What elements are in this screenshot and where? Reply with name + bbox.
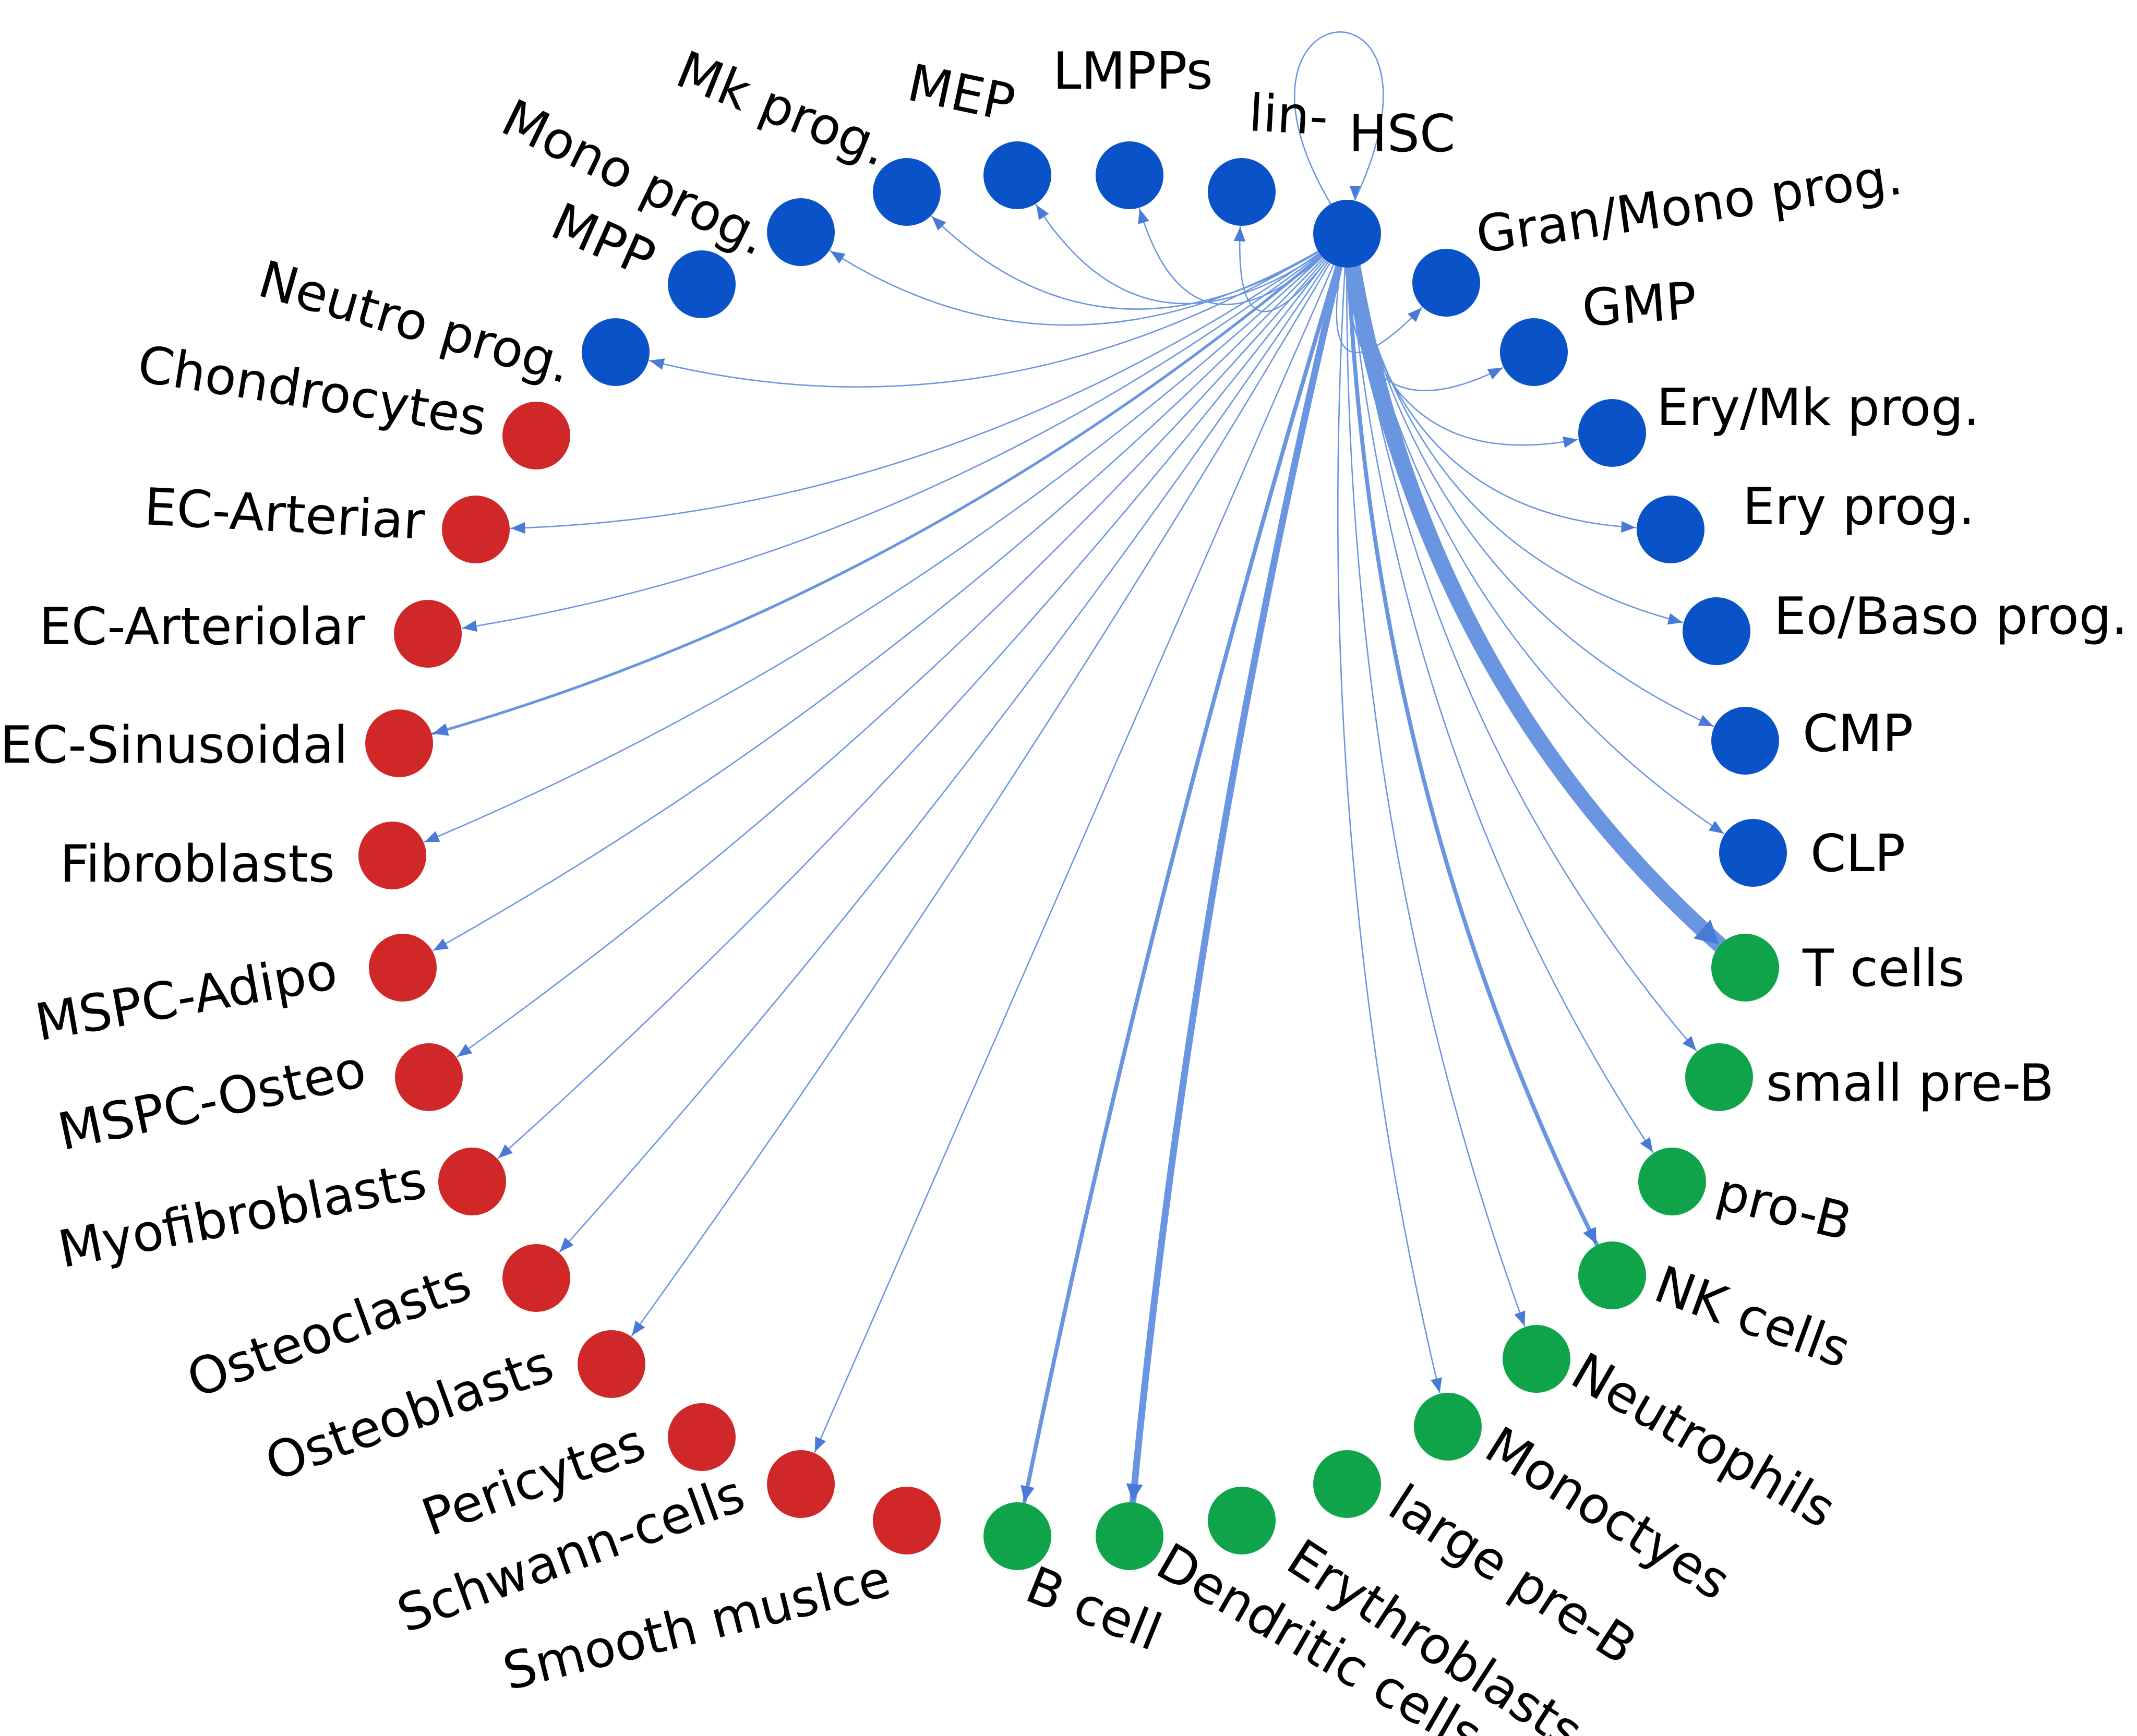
node-b-cell [983, 1502, 1051, 1570]
node-erythroblasts [1208, 1487, 1276, 1554]
label-t-cells: T cells [1802, 939, 1965, 998]
edge-hsc-to-dendritic [1126, 230, 1351, 1505]
node-lin [1208, 158, 1276, 226]
label-lmpps: LMPPs [1053, 42, 1213, 101]
node-mspc-adipo [369, 934, 437, 1002]
label-fibroblasts: Fibroblasts [60, 835, 335, 894]
label-ery-prog: Ery prog. [1743, 477, 1975, 537]
edge-hsc-to-tcells [1339, 225, 1727, 953]
node-osteoclasts [502, 1244, 570, 1312]
edge-hsc-to-monocytes [1337, 233, 1442, 1394]
edge-hsc-to-mspcadipo [433, 233, 1348, 951]
node-hsc [1313, 200, 1381, 268]
node-neutrophils [1503, 1325, 1570, 1393]
node-mspc-osteo [395, 1043, 463, 1111]
node-pericytes [668, 1403, 736, 1471]
edge-hsc-to-ecarteriolar [461, 233, 1348, 632]
label-b-cell: B cell [1018, 1556, 1169, 1663]
node-myofibroblasts [438, 1148, 506, 1215]
node-clp [1719, 819, 1787, 887]
node-gmp [1500, 318, 1568, 386]
node-ec-arteriar [442, 496, 510, 563]
edge-hsc-to-neutrophils [1346, 233, 1526, 1327]
edge-hsc-to-eobasoprog [1346, 233, 1684, 625]
label-small-pre-b: small pre-B [1766, 1054, 2054, 1113]
node-ery-prog [1637, 496, 1704, 563]
edge-hsc-to-erymkprog [1346, 233, 1579, 448]
node-t-cells [1711, 934, 1779, 1002]
node-gran-mono-prog [1412, 249, 1480, 317]
label-mspc-osteo: MSPC-Osteo [53, 1039, 371, 1162]
label-mep: MEP [903, 53, 1020, 134]
edge-hsc-to-granmonoprog [1336, 233, 1423, 353]
edge-hsc-to-monoprog [830, 233, 1348, 326]
node-osteoblasts [578, 1330, 645, 1398]
edge-hsc-to-schwann [814, 233, 1348, 1453]
edge-hsc-to-neutroprog [649, 233, 1348, 388]
label-gmp: GMP [1580, 271, 1699, 339]
node-nk-cells [1578, 1241, 1646, 1309]
edge-hsc-to-osteoclasts [559, 233, 1348, 1253]
node-mpp [668, 250, 736, 318]
node-chondrocytes [502, 402, 570, 469]
edge-hsc-to-fibroblasts [424, 233, 1348, 843]
label-mk-prog: Mk prog. [668, 40, 897, 178]
label-ec-arteriolar: EC-Arteriolar [39, 597, 365, 657]
edge-hsc-to-gmp [1346, 233, 1504, 392]
label-cmp: CMP [1803, 704, 1913, 764]
label-myofibroblasts: Myofibroblasts [54, 1150, 431, 1280]
label-mspc-adipo: MSPC-Adipo [31, 942, 341, 1053]
edge-hsc-to-eryprog [1346, 233, 1637, 533]
label-nk-cells: NK cells [1647, 1255, 1858, 1380]
label-hsc: HSC [1349, 104, 1455, 164]
edge-hsc-to-prob [1346, 233, 1654, 1153]
edge-hsc-to-ecarteriar [510, 233, 1348, 534]
node-fibroblasts [358, 822, 426, 889]
label-lin: lin- [1247, 83, 1330, 147]
edge-hsc-to-nkcells [1345, 232, 1599, 1246]
edge-hsc-to-bcell [1021, 232, 1349, 1504]
node-ec-sinusoidal [365, 709, 433, 777]
node-eo-baso-prog [1683, 597, 1750, 665]
node-pro-b [1638, 1148, 1706, 1215]
node-ery-mk-prog [1578, 399, 1646, 467]
label-pro-b: pro-B [1711, 1162, 1857, 1253]
node-cmp [1711, 707, 1779, 775]
node-mk-prog [873, 158, 941, 226]
node-large-pre-b [1313, 1450, 1381, 1518]
node-schwann-cells [767, 1450, 835, 1518]
node-dendritic-cells [1096, 1502, 1163, 1570]
node-small-pre-b [1685, 1043, 1753, 1111]
node-mono-prog [767, 198, 835, 266]
edge-hsc-to-osteoblasts [631, 233, 1348, 1336]
label-gran-mono-prog: Gran/Mono prog. [1472, 147, 1906, 265]
label-clp: CLP [1810, 824, 1905, 884]
label-ery-mk-prog: Ery/Mk prog. [1656, 378, 1979, 438]
node-ec-arteriolar [394, 600, 462, 668]
label-eo-baso-prog: Eo/Baso prog. [1774, 587, 2128, 646]
node-monoctyes [1414, 1393, 1482, 1461]
node-mep [983, 141, 1051, 209]
edge-hsc-to-myofibroblasts [497, 233, 1348, 1159]
node-smooth-muslce [873, 1487, 941, 1554]
edge-hsc-to-mkprog [931, 215, 1348, 310]
node-lmpps [1096, 141, 1163, 209]
edge-hsc-to-mep [1035, 204, 1348, 305]
edge-hsc-to-ecsinusoidal [431, 232, 1349, 736]
edges-layer [424, 31, 1727, 1505]
nodes-layer [358, 141, 1787, 1570]
edge-hsc-to-hsc [1293, 31, 1384, 206]
label-ec-arteriar: EC-Arteriar [143, 477, 426, 551]
label-ec-sinusoidal: EC-Sinusoidal [0, 716, 348, 775]
edge-hsc-to-mspcosteo [457, 233, 1348, 1058]
node-neutro-prog [582, 318, 650, 386]
